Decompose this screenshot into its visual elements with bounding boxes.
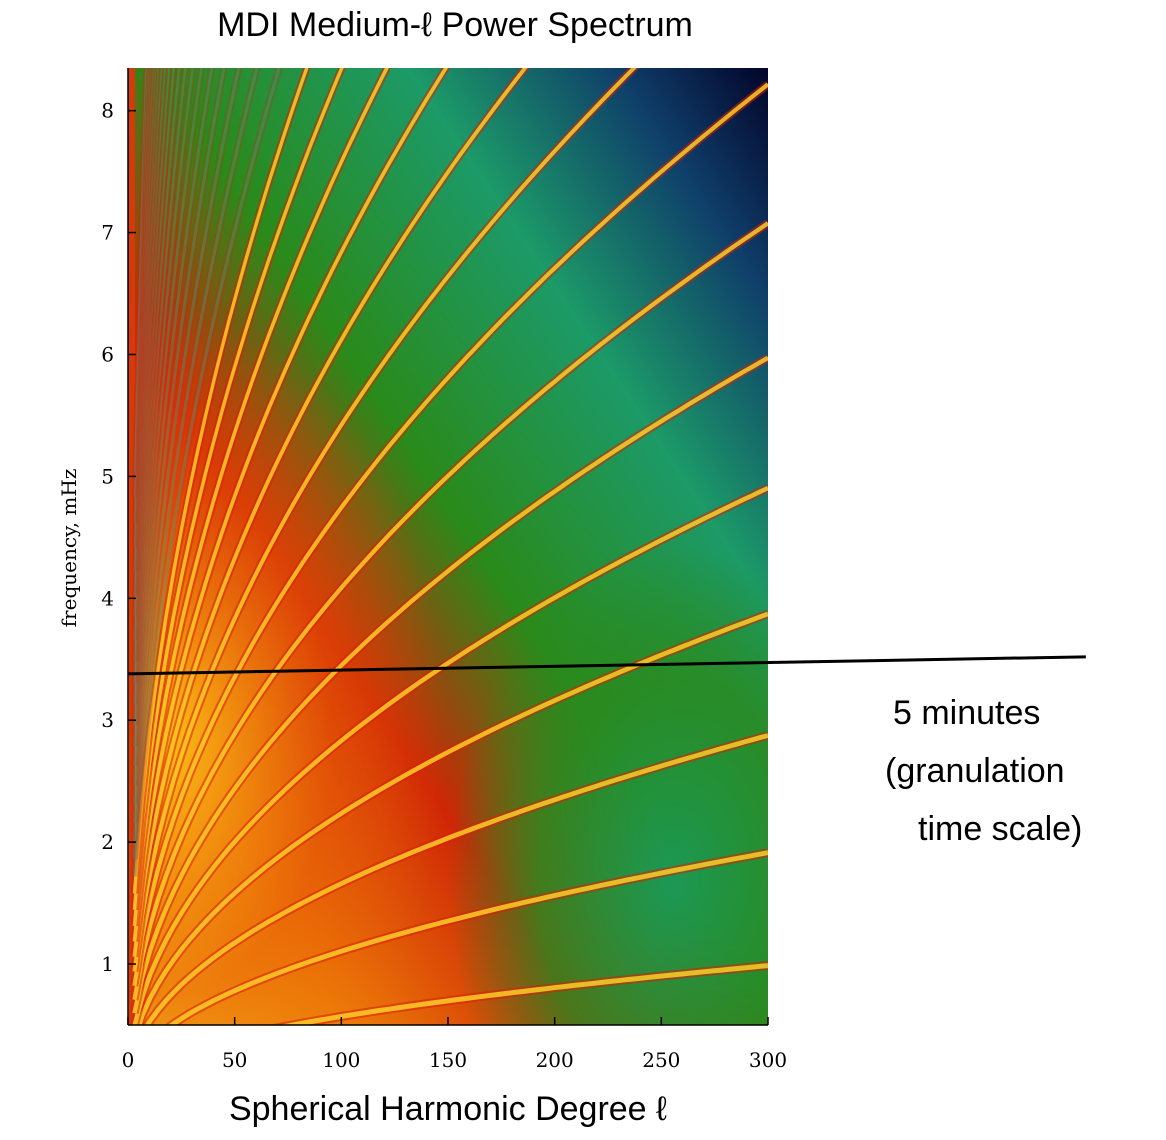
ridge — [144, 733, 768, 1025]
spectrum-image — [128, 68, 768, 1025]
ridge — [132, 221, 768, 1001]
x-tick-label: 250 — [642, 1048, 680, 1072]
x-tick-label: 200 — [536, 1048, 574, 1072]
x-tick-label: 0 — [122, 1048, 135, 1072]
annotation-text: (granulation — [885, 752, 1065, 790]
ridge — [132, 355, 768, 1014]
annotation-text: time scale) — [918, 810, 1082, 848]
ridge-glow — [130, 68, 261, 860]
x-tick-label: 100 — [322, 1048, 360, 1072]
x-axis-label: Spherical Harmonic Degree ℓ — [229, 1090, 667, 1128]
y-tick-label: 1 — [101, 952, 114, 976]
ridge — [132, 68, 449, 942]
x-tick-label: 50 — [222, 1048, 247, 1072]
y-axis-label: frequency, mHz — [57, 469, 81, 628]
y-tick-label: 4 — [101, 586, 114, 610]
ridge — [132, 68, 389, 927]
ridge — [132, 82, 768, 987]
ridge — [278, 963, 768, 1025]
ridge — [132, 68, 528, 957]
y-tick-label: 7 — [101, 221, 114, 245]
y-tick-label: 5 — [101, 464, 114, 488]
annotation-line — [127, 655, 1086, 676]
y-tick-label: 6 — [101, 342, 114, 366]
chart-title: MDI Medium-ℓ Power Spectrum — [217, 6, 693, 44]
annotation-text: 5 minutes — [893, 694, 1040, 732]
ridge — [132, 68, 637, 972]
ridge — [132, 68, 281, 877]
ridge — [132, 485, 768, 1025]
ridge — [136, 611, 768, 1025]
y-tick-label: 2 — [101, 830, 114, 854]
ridge — [132, 68, 309, 894]
y-tick-label: 3 — [101, 708, 114, 732]
x-tick-label: 150 — [429, 1048, 467, 1072]
ridge-glow — [130, 68, 283, 877]
y-tick-label: 8 — [101, 99, 114, 123]
ridge — [167, 850, 768, 1025]
ridge — [132, 68, 344, 910]
ridge — [132, 68, 259, 860]
x-tick-label: 300 — [749, 1048, 787, 1072]
